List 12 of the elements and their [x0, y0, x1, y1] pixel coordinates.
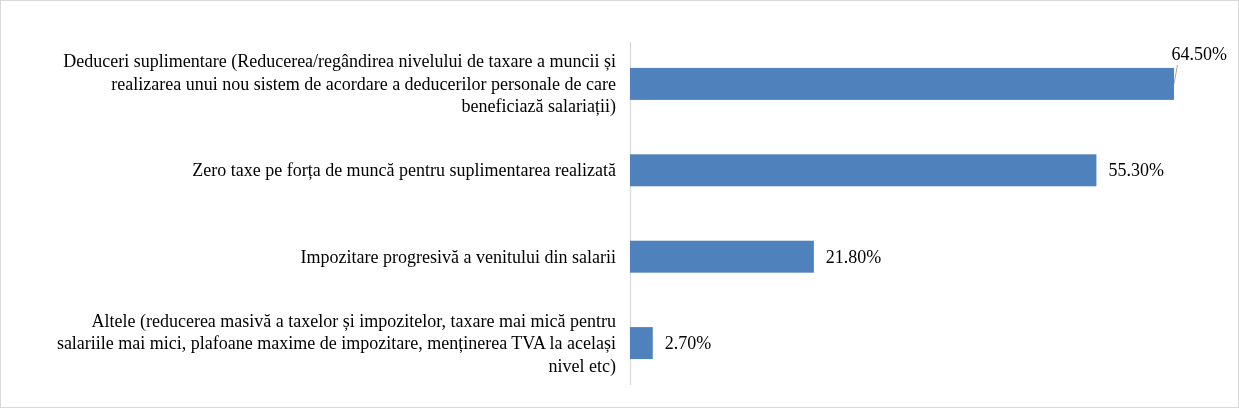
data-label: 2.70% [664, 333, 712, 354]
y-tick-label: Deduceri suplimentare (Reducerea/regândirea nivelului de taxare a muncii și realizarea unui nou sistem de acordare a deducerilor personale de care beneficiază salariații) [63, 51, 617, 118]
bar [630, 327, 653, 360]
y-tick-label: Zero taxe pe forța de muncă pentru suplimentarea realizată [192, 160, 616, 181]
data-label: 64.50% [1171, 43, 1227, 64]
y-tick-label: Impozitare progresivă a venitului din salarii [300, 246, 616, 267]
bar [630, 240, 814, 273]
y-tick-label: Altele (reducerea masivă a taxelor și impozitelor, taxare mai mică pentru salariile mai mici, plafoane maxime de impozitare, menținerea TVA la același nivel etc) [56, 310, 616, 377]
data-label: 21.80% [825, 246, 882, 267]
bar [630, 154, 1097, 187]
data-label: 55.30% [1108, 160, 1164, 181]
bar [630, 67, 1174, 100]
